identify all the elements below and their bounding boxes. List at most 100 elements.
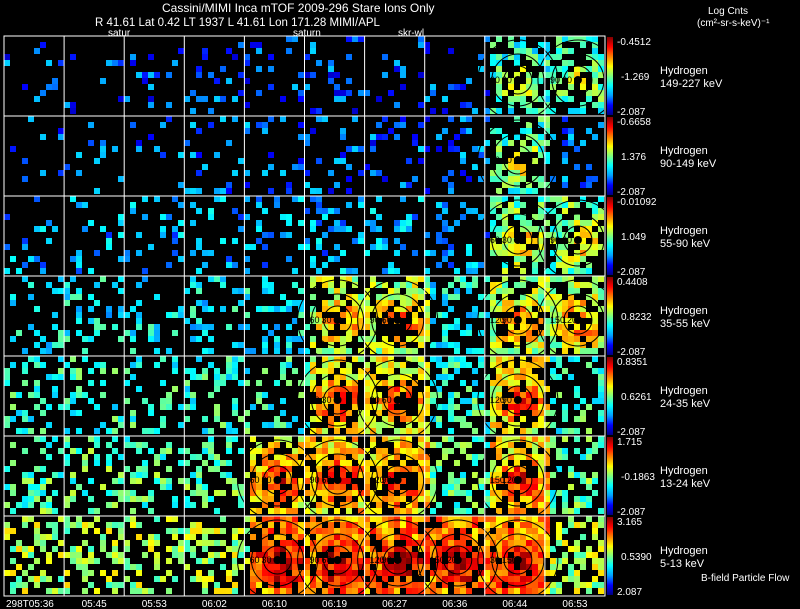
heatmap-pixel: [310, 362, 316, 368]
heatmap-pixel: [520, 478, 526, 484]
heatmap-pixel: [532, 564, 538, 570]
heatmap-pixel: [394, 226, 400, 232]
heatmap-pixel: [28, 502, 34, 508]
heatmap-pixel: [508, 374, 514, 380]
heatmap-pixel: [376, 466, 382, 472]
heatmap-pixel: [418, 102, 424, 108]
heatmap-pixel: [346, 164, 352, 170]
heatmap-pixel: [460, 508, 466, 514]
heatmap-pixel: [544, 502, 550, 508]
heatmap-pixel: [322, 502, 328, 508]
heatmap-pixel: [502, 558, 508, 564]
heatmap-pixel: [286, 324, 292, 330]
heatmap-pixel: [598, 288, 604, 294]
heatmap-pixel: [358, 312, 364, 318]
heatmap-pixel: [202, 528, 208, 534]
heatmap-pixel: [478, 392, 484, 398]
heatmap-pixel: [520, 564, 526, 570]
heatmap-pixel: [364, 478, 370, 484]
heatmap-pixel: [268, 522, 274, 528]
heatmap-pixel: [454, 508, 460, 514]
heatmap-pixel: [574, 72, 580, 78]
heatmap-pixel: [316, 508, 322, 514]
heatmap-pixel: [280, 306, 286, 312]
heatmap-pixel: [316, 60, 322, 66]
heatmap-pixel: [460, 442, 466, 448]
heatmap-pixel: [334, 386, 340, 392]
heatmap-pixel: [268, 466, 274, 472]
heatmap-pixel: [136, 472, 142, 478]
heatmap-pixel: [496, 66, 502, 72]
heatmap-pixel: [496, 564, 502, 570]
heatmap-pixel: [340, 324, 346, 330]
heatmap-pixel: [544, 582, 550, 588]
heatmap-pixel: [190, 250, 196, 256]
heatmap-pixel: [310, 312, 316, 318]
heatmap-pixel: [196, 528, 202, 534]
heatmap-pixel: [580, 256, 586, 262]
heatmap-pixel: [556, 558, 562, 564]
heatmap-pixel: [346, 386, 352, 392]
heatmap-pixel: [262, 244, 268, 250]
heatmap-pixel: [424, 116, 430, 122]
heatmap-pixel: [574, 324, 580, 330]
heatmap-pixel: [130, 582, 136, 588]
heatmap-pixel: [538, 582, 544, 588]
heatmap-pixel: [520, 466, 526, 472]
heatmap-pixel: [496, 140, 502, 146]
heatmap-pixel: [334, 90, 340, 96]
heatmap-pixel: [544, 552, 550, 558]
heatmap-pixel: [592, 90, 598, 96]
heatmap-pixel: [94, 558, 100, 564]
heatmap-pixel: [592, 558, 598, 564]
heatmap-pixel: [442, 336, 448, 342]
heatmap-pixel: [118, 454, 124, 460]
heatmap-pixel: [352, 490, 358, 496]
heatmap-pixel: [394, 66, 400, 72]
heatmap-pixel: [118, 528, 124, 534]
heatmap-pixel: [286, 576, 292, 582]
heatmap-pixel: [424, 428, 430, 434]
heatmap-pixel: [214, 96, 220, 102]
heatmap-pixel: [556, 454, 562, 460]
heatmap-pixel: [316, 202, 322, 208]
heatmap-pixel: [166, 478, 172, 484]
heatmap-pixel: [490, 410, 496, 416]
heatmap-pixel: [598, 516, 604, 522]
heatmap-pixel: [436, 466, 442, 472]
heatmap-pixel: [532, 540, 538, 546]
contour-ring: [323, 465, 353, 495]
heatmap-pixel: [28, 552, 34, 558]
heatmap-pixel: [268, 490, 274, 496]
heatmap-pixel: [52, 374, 58, 380]
heatmap-pixel: [448, 490, 454, 496]
saturn-marker: [513, 476, 522, 484]
heatmap-pixel: [16, 428, 22, 434]
contour-ring: [491, 533, 545, 587]
heatmap-pixel: [304, 490, 310, 496]
heatmap-pixel: [496, 386, 502, 392]
heatmap-pixel: [100, 380, 106, 386]
heatmap-pixel: [454, 522, 460, 528]
heatmap-pixel: [166, 448, 172, 454]
heatmap-pixel: [442, 342, 448, 348]
heatmap-pixel: [370, 558, 376, 564]
heatmap-pixel: [358, 522, 364, 528]
heatmap-pixel: [310, 128, 316, 134]
contour-label: 30: [322, 395, 332, 405]
heatmap-pixel: [394, 546, 400, 552]
heatmap-pixel: [322, 558, 328, 564]
heatmap-pixel: [100, 534, 106, 540]
heatmap-pixel: [286, 36, 292, 42]
heatmap-pixel: [130, 564, 136, 570]
heatmap-pixel: [112, 448, 118, 454]
heatmap-pixel: [82, 466, 88, 472]
heatmap-pixel: [82, 336, 88, 342]
heatmap-pixel: [496, 170, 502, 176]
heatmap-pixel: [514, 256, 520, 262]
heatmap-pixel: [400, 416, 406, 422]
heatmap-pixel: [418, 36, 424, 42]
heatmap-pixel: [208, 436, 214, 442]
heatmap-pixel: [364, 540, 370, 546]
heatmap-pixel: [298, 534, 304, 540]
